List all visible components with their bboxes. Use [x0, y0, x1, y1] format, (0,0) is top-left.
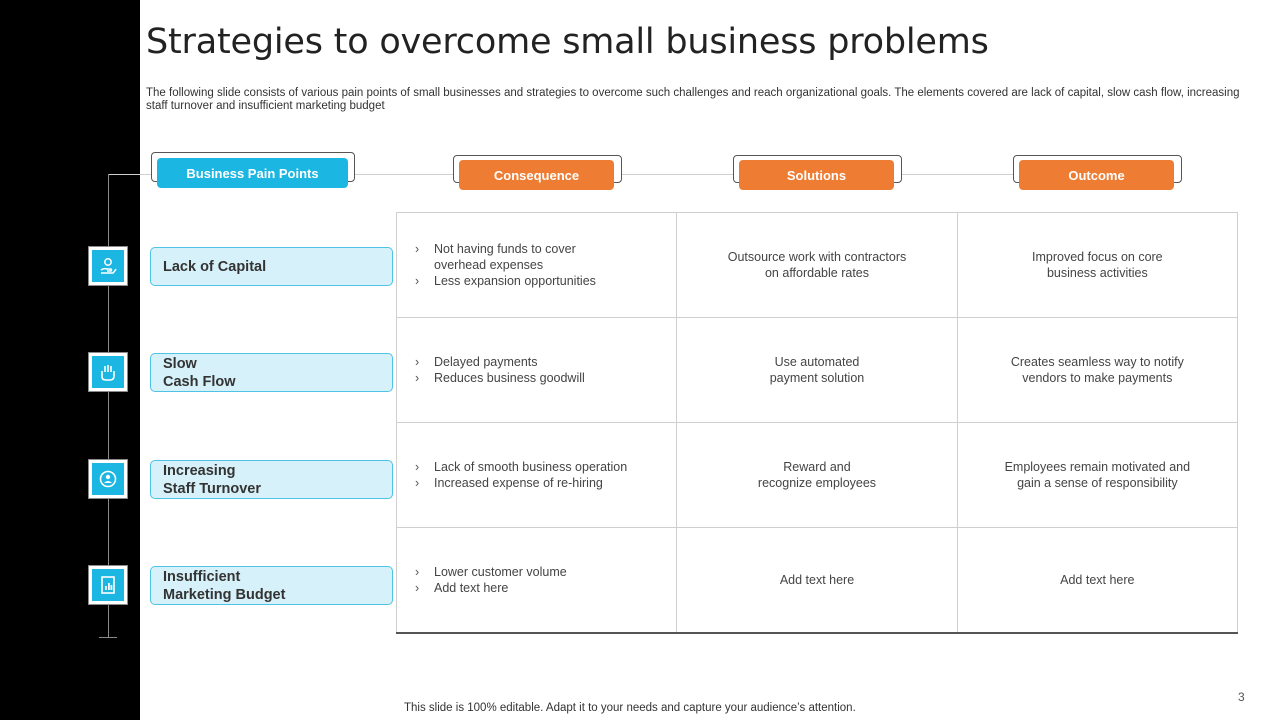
pain-points-header: Business Pain Points: [157, 158, 348, 188]
bullet-item: Less expansion opportunities: [415, 273, 614, 289]
page-number: 3: [1238, 690, 1245, 704]
pain-point-marketing-budget: Insufficient Marketing Budget: [150, 566, 393, 605]
bullet-item: Not having funds to cover overhead expen…: [415, 241, 614, 273]
staff-turnover-icon: [92, 463, 124, 495]
strategy-table: Not having funds to cover overhead expen…: [395, 212, 1239, 634]
row-icon-box: [88, 459, 128, 499]
solution-cell: Add text here: [676, 527, 958, 634]
timeline-vertical-line: [108, 174, 109, 638]
timeline-end-tick: [99, 637, 117, 638]
consequence-cell: Lower customer volume Add text here: [395, 527, 678, 634]
outcome-cell: Add text here: [956, 527, 1239, 634]
money-hand-icon: [92, 250, 124, 282]
bullet-item: Increased expense of re-hiring: [415, 475, 676, 491]
row-icon-box: [88, 246, 128, 286]
consequence-cell: Lack of smooth business operation Increa…: [395, 422, 678, 528]
bullet-item: Add text here: [415, 580, 676, 596]
outcome-cell: Improved focus on core business activitie…: [956, 212, 1239, 318]
pain-point-slow-cash-flow: Slow Cash Flow: [150, 353, 393, 392]
bullet-item: Delayed payments: [415, 354, 676, 370]
footer-note: This slide is 100% editable. Adapt it to…: [404, 702, 856, 714]
table-row: Lack of smooth business operation Increa…: [395, 422, 1239, 528]
solutions-header: Solutions: [739, 160, 894, 190]
table-row: Not having funds to cover overhead expen…: [395, 212, 1239, 318]
solution-cell: Reward and recognize employees: [676, 422, 958, 528]
outcome-cell: Employees remain motivated and gain a sen…: [956, 422, 1239, 528]
table-row: Lower customer volume Add text here Add …: [395, 527, 1239, 634]
solution-cell: Use automated payment solution: [676, 317, 958, 423]
table-row: Delayed payments Reduces business goodwi…: [395, 317, 1239, 423]
bullet-item: Lower customer volume: [415, 564, 676, 580]
consequence-cell: Not having funds to cover overhead expen…: [395, 212, 678, 318]
marketing-report-icon: [92, 569, 124, 601]
row-icon-box: [88, 565, 128, 605]
bullet-item: Reduces business goodwill: [415, 370, 676, 386]
solution-cell: Outsource work with contractors on afford…: [676, 212, 958, 318]
outcome-cell: Creates seamless way to notify vendors to…: [956, 317, 1239, 423]
bullet-item: Lack of smooth business operation: [415, 459, 676, 475]
consequence-header: Consequence: [459, 160, 614, 190]
cash-flow-hand-icon: [92, 356, 124, 388]
pain-point-lack-of-capital: Lack of Capital: [150, 247, 393, 286]
consequence-cell: Delayed payments Reduces business goodwi…: [395, 317, 678, 423]
slide-subtitle: The following slide consists of various …: [146, 87, 1240, 112]
outcome-header: Outcome: [1019, 160, 1174, 190]
slide-title: Strategies to overcome small business pr…: [146, 22, 989, 62]
header-connector-line: [108, 174, 1180, 175]
row-icon-box: [88, 352, 128, 392]
pain-point-staff-turnover: Increasing Staff Turnover: [150, 460, 393, 499]
